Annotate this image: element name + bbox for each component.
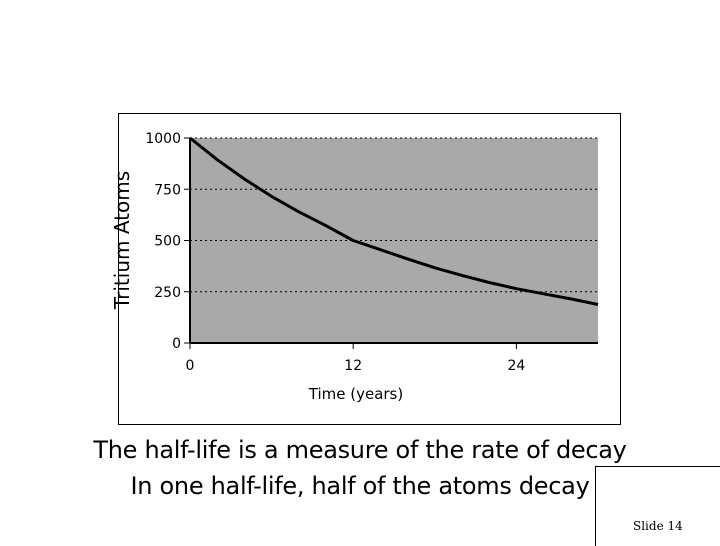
caption-line-1: The half-life is a measure of the rate o…	[93, 436, 627, 464]
y-axis-title: Tritium Atoms	[110, 171, 134, 310]
y-tick-label-1000: 1000	[145, 131, 181, 147]
slide-number-box	[595, 466, 720, 546]
x-tick-label-24: 24	[507, 358, 525, 374]
y-tick-label-750: 750	[154, 182, 181, 198]
x-tick-label-0: 0	[186, 358, 195, 374]
x-tick-label-12: 12	[344, 358, 362, 374]
caption-line-2: In one half-life, half of the atoms deca…	[130, 472, 590, 500]
y-tick-label-0: 0	[172, 336, 181, 352]
y-tick-label-500: 500	[154, 234, 181, 250]
x-axis-title: Time (years)	[308, 385, 403, 403]
series-line-0	[189, 136, 599, 306]
slide-number: Slide 14	[633, 519, 683, 533]
y-tick-label-250: 250	[154, 285, 181, 301]
